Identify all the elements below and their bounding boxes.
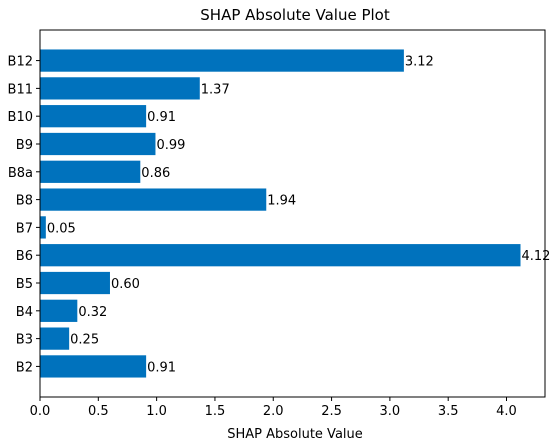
bar-b12 <box>40 49 404 72</box>
bar-b11 <box>40 77 200 100</box>
y-tick-label-b8: B8 <box>16 194 33 209</box>
y-tick-label-b10: B10 <box>8 110 33 125</box>
x-tick-label-5: 2.5 <box>321 404 342 419</box>
value-label-b3: 0.25 <box>70 333 99 348</box>
bar-b8 <box>40 188 267 211</box>
plot-frame <box>39 29 546 398</box>
x-tick-label-3: 1.5 <box>205 404 226 419</box>
y-tick-label-b12: B12 <box>8 55 33 70</box>
x-tick-label-8: 4.0 <box>496 404 517 419</box>
bar-b8a <box>40 160 141 183</box>
bar-b9 <box>40 132 156 156</box>
x-tick-label-0: 0.0 <box>30 404 51 419</box>
bar-b4 <box>40 299 78 322</box>
value-label-b9: 0.99 <box>156 138 185 153</box>
value-label-b8a: 0.86 <box>141 166 170 181</box>
x-tick-label-4: 2.0 <box>263 404 284 419</box>
bars-group <box>40 49 521 378</box>
y-tick-label-b4: B4 <box>16 305 33 320</box>
value-label-b8: 1.94 <box>267 194 296 209</box>
value-label-b7: 0.05 <box>47 221 76 236</box>
value-label-b2: 0.91 <box>147 360 176 375</box>
y-tick-label-b11: B11 <box>8 82 33 97</box>
bar-b7 <box>40 216 46 239</box>
bar-b10 <box>40 105 147 128</box>
y-tick-label-b2: B2 <box>16 360 33 375</box>
x-axis-ticks: 0.0 0.5 1.0 1.5 2.0 2.5 3.0 3.5 4.0 <box>30 397 517 419</box>
value-label-b6: 4.12 <box>522 249 550 264</box>
y-tick-label-b7: B7 <box>16 221 33 236</box>
value-label-b11: 1.37 <box>201 82 230 97</box>
x-tick-label-6: 3.0 <box>380 404 401 419</box>
value-label-b5: 0.60 <box>111 277 140 292</box>
value-label-b12: 3.12 <box>405 55 434 70</box>
value-label-b4: 0.32 <box>78 305 107 320</box>
y-tick-label-b3: B3 <box>16 333 33 348</box>
bar-b5 <box>40 271 110 295</box>
y-tick-label-b8a: B8a <box>8 166 33 181</box>
y-tick-label-b9: B9 <box>16 138 33 153</box>
bar-b2 <box>40 355 147 378</box>
chart-title: SHAP Absolute Value Plot <box>200 6 390 24</box>
x-tick-label-1: 0.5 <box>88 404 109 419</box>
x-tick-label-2: 1.0 <box>146 404 167 419</box>
y-tick-label-b6: B6 <box>16 249 33 264</box>
y-axis-ticks: B2 B3 B4 B5 B6 B7 B8 B8a B9 B10 B11 B12 <box>8 55 40 375</box>
y-tick-label-b5: B5 <box>16 277 33 292</box>
x-tick-label-7: 3.5 <box>438 404 459 419</box>
x-axis-label: SHAP Absolute Value <box>227 427 363 442</box>
bar-b3 <box>40 327 70 350</box>
value-labels-group: 0.91 0.25 0.32 0.60 4.12 0.05 1.94 0.86 0.99 0.91… <box>47 55 550 376</box>
bar-b6 <box>40 244 521 267</box>
value-label-b10: 0.91 <box>147 110 176 125</box>
